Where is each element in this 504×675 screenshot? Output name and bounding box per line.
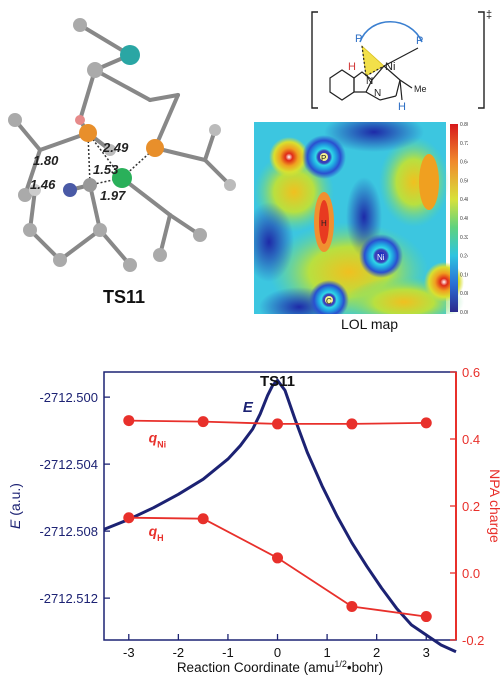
- charge-point-qH: [346, 601, 358, 612]
- distance-label: 1.53: [93, 162, 119, 177]
- colorbar-tick-label: 0.40: [460, 216, 468, 222]
- structure-title: TS11: [103, 287, 146, 307]
- y-right-tick-label: 0.4: [462, 432, 480, 447]
- lol-map: P H Ni C 0.80 0.72 0.64 0.56 0.48 0.40 0.32 0.2…: [254, 122, 468, 314]
- distance-label: 1.97: [100, 188, 126, 203]
- x-tick-label: 2: [373, 645, 380, 660]
- series-label-qH: qH: [149, 523, 164, 543]
- scheme-atom: Ni: [385, 61, 395, 73]
- charge-point-qH: [197, 513, 209, 525]
- y-left-tick-label: -2712.504: [39, 457, 98, 472]
- colorbar-tick-label: 0.48: [460, 197, 468, 203]
- scheme-atom: H: [398, 101, 406, 113]
- x-tick-label: -1: [222, 645, 234, 660]
- scheme-atom: P: [416, 35, 423, 47]
- lol-colorbar: [450, 124, 458, 312]
- y-right-tick-label: 0.2: [462, 499, 480, 514]
- series-label-E: E: [243, 399, 254, 416]
- energy-charge-chart: -3 -2 -1 0 1 2 3 -2712.500 -2712.504 -2712.508 -27…: [7, 365, 503, 675]
- x-tick-label: 1: [323, 645, 330, 660]
- y-left-tick-label: -2712.508: [39, 524, 98, 539]
- colorbar-tick-label: 0.72: [460, 141, 468, 147]
- y-right-tick-label: -0.2: [462, 633, 484, 648]
- y-left-tick-label: -2712.500: [39, 390, 98, 405]
- x-tick-label: 3: [423, 645, 430, 660]
- y-right-tick-label: 0.0: [462, 566, 480, 581]
- charge-point-qH: [272, 552, 284, 564]
- distance-label: 2.49: [103, 140, 129, 155]
- scheme-atom: H: [348, 61, 356, 73]
- x-axis-title: Reaction Coordinate (amu1/2•bohr): [177, 659, 383, 675]
- x-tick-label: 0: [274, 645, 281, 660]
- energy-line: [103, 378, 457, 654]
- lol-caption: LOL map: [341, 316, 399, 332]
- lol-atom-label: Ni: [377, 253, 385, 262]
- scheme-methyl: Me: [414, 84, 427, 94]
- y-left-tick-label: -2712.512: [39, 591, 98, 606]
- scheme-atom: N: [366, 76, 373, 87]
- transition-state-scheme: P P Ni H N N Me H ‡: [311, 9, 492, 113]
- colorbar-tick-label: 0.24: [460, 254, 468, 260]
- charge-point-qNi: [420, 417, 432, 429]
- charge-point-qNi: [272, 418, 284, 430]
- charge-point-qH: [123, 512, 135, 524]
- colorbar-tick-label: 0.16: [460, 272, 468, 278]
- series-label-qNi: qNi: [149, 429, 167, 449]
- y-left-axis-title: E (a.u.): [7, 483, 23, 529]
- chart-title: TS11: [260, 373, 295, 390]
- distance-label: 1.46: [30, 177, 56, 192]
- y-right-axis-title: NPA charge: [487, 469, 503, 543]
- distance-label: 1.80: [33, 153, 59, 168]
- molecule-structure: [8, 18, 236, 272]
- charge-line-qH: [128, 516, 427, 618]
- x-tick-label: -2: [173, 645, 185, 660]
- y-right-tick-label: 0.6: [462, 365, 480, 380]
- scheme-atom: N: [374, 88, 381, 99]
- colorbar-tick-label: 0.80: [460, 122, 468, 128]
- colorbar-tick-label: 0.00: [460, 310, 468, 314]
- x-tick-label: -3: [123, 645, 135, 660]
- charge-point-qNi: [123, 415, 135, 427]
- charge-point-qH: [420, 611, 432, 623]
- lol-atom-label: P: [321, 154, 326, 163]
- colorbar-tick-label: 0.08: [460, 291, 468, 297]
- lol-atom-label: H: [321, 219, 327, 228]
- colorbar-tick-label: 0.32: [460, 235, 468, 241]
- charge-point-qNi: [197, 416, 209, 428]
- charge-point-qNi: [346, 418, 358, 430]
- lol-atom-label: C: [326, 297, 332, 306]
- scheme-dagger: ‡: [486, 9, 492, 21]
- colorbar-tick-label: 0.64: [460, 160, 468, 166]
- scheme-atom: P: [355, 33, 362, 45]
- colorbar-tick-label: 0.56: [460, 178, 468, 184]
